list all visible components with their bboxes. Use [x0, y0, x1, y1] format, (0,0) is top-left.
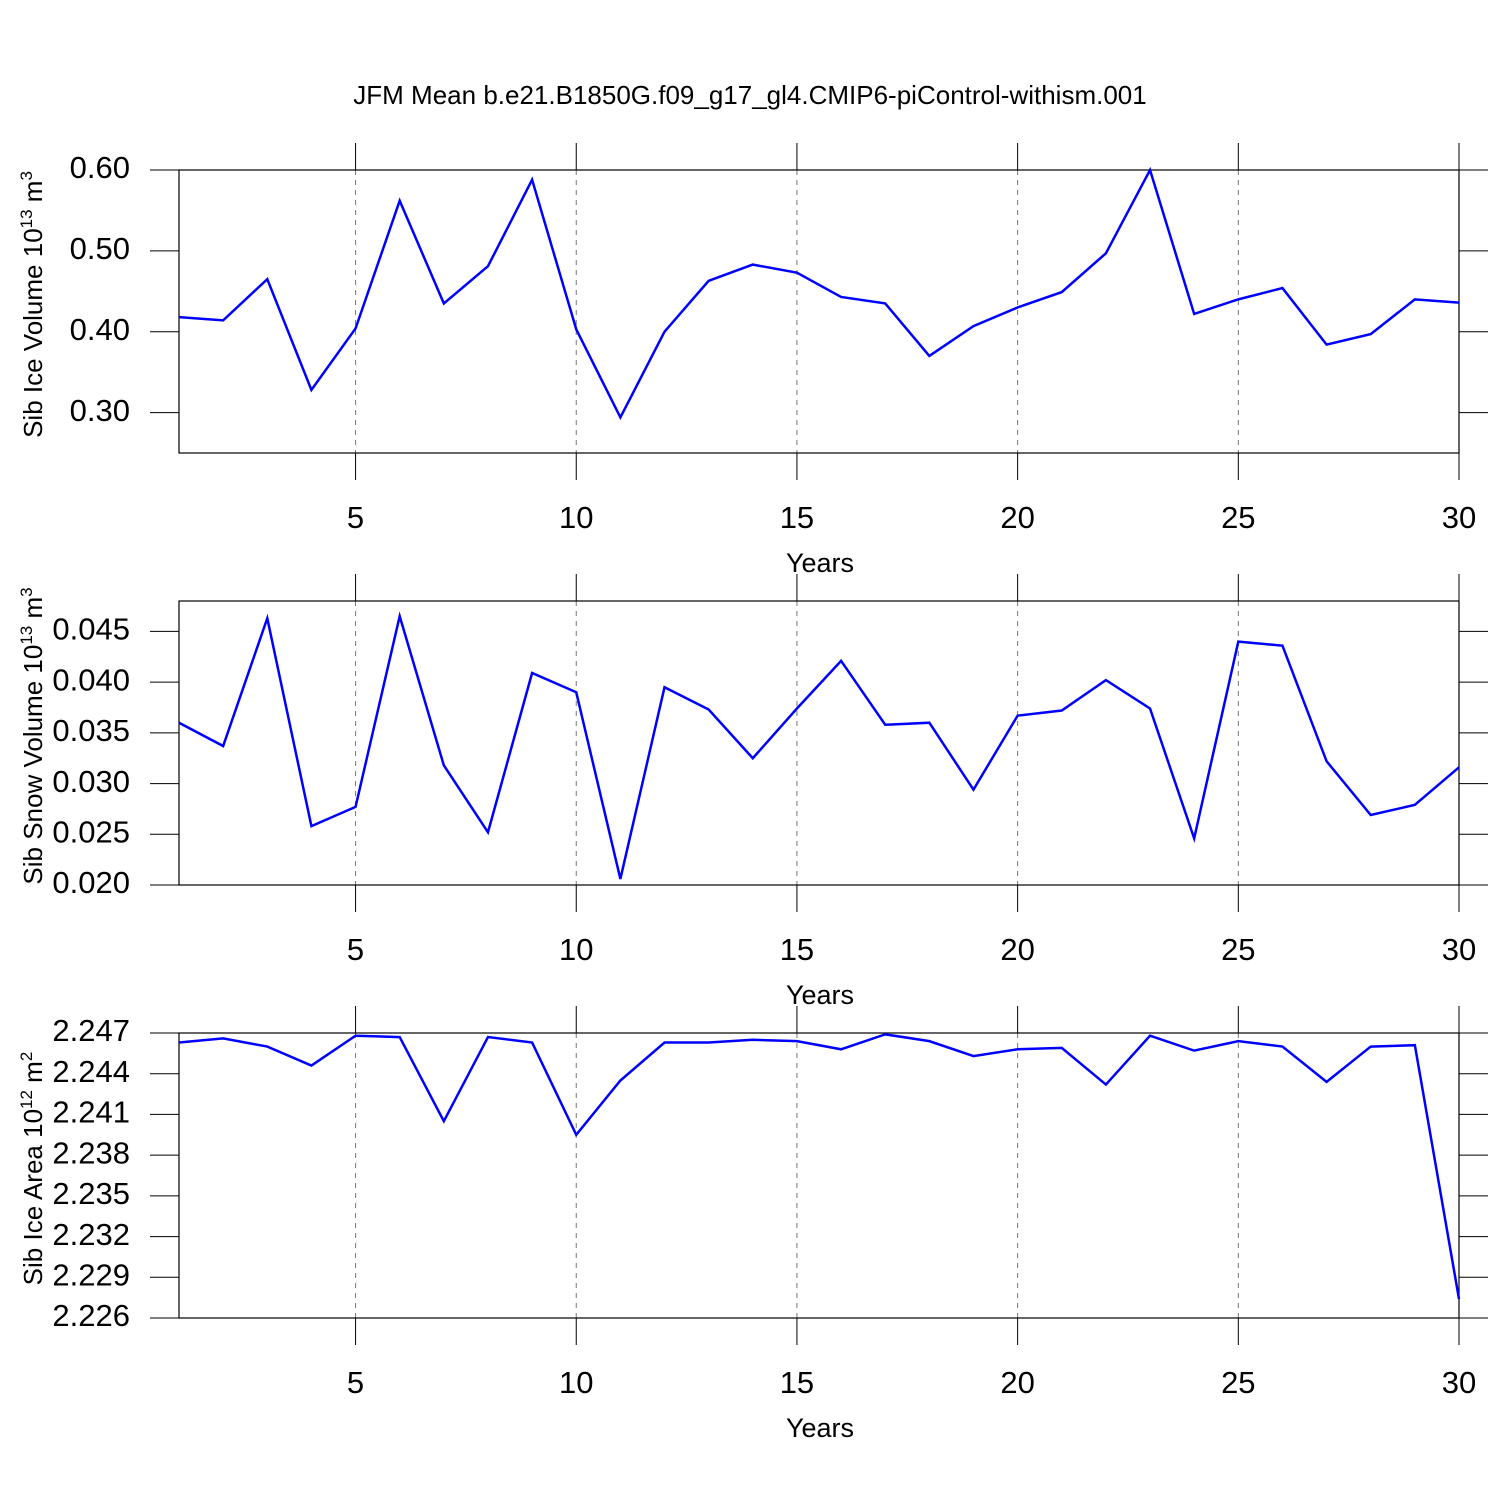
y-tick-label: 0.030 — [52, 764, 130, 799]
y-axis-label-text: m — [18, 597, 48, 626]
x-tick-label: 5 — [347, 932, 364, 967]
y-tick-label: 2.238 — [52, 1135, 130, 1170]
x-tick-label: 15 — [780, 500, 814, 535]
y-tick-label: 0.60 — [70, 150, 130, 185]
y-axis-label-text: Sib Ice Volume 10 — [18, 228, 48, 438]
x-tick-label: 25 — [1221, 1365, 1255, 1400]
x-tick-label: 30 — [1442, 1365, 1476, 1400]
y-axis-label-text: Sib Snow Volume 10 — [18, 645, 48, 885]
data-line — [178, 1033, 1461, 1300]
y-axis-label: Sib Ice Volume 1013 m3 — [17, 171, 48, 438]
y-axis-label-superscript: 13 — [17, 626, 36, 645]
y-axis-label-text: m — [18, 181, 48, 210]
y-axis-label-superscript: 3 — [17, 171, 36, 180]
y-axis-label: Sib Snow Volume 1013 m3 — [17, 587, 48, 884]
x-tick-label: 30 — [1442, 500, 1476, 535]
y-tick-label: 0.40 — [70, 312, 130, 347]
y-axis-label: Sib Ice Area 1012 m2 — [17, 1052, 48, 1286]
y-tick-label: 2.235 — [52, 1176, 130, 1211]
y-tick-label: 0.30 — [70, 393, 130, 428]
y-tick-label: 0.50 — [70, 231, 130, 266]
plot-frame — [178, 1032, 1460, 1319]
y-tick-label: 2.226 — [52, 1298, 130, 1333]
x-axis-label: Years — [786, 548, 854, 578]
x-tick-label: 25 — [1221, 932, 1255, 967]
x-tick-label: 30 — [1442, 932, 1476, 967]
x-tick-label: 25 — [1221, 500, 1255, 535]
data-line — [178, 166, 1460, 421]
x-tick-label: 15 — [780, 1365, 814, 1400]
y-tick-label: 0.040 — [52, 662, 130, 697]
plot-frame — [178, 600, 1460, 886]
x-tick-label: 10 — [559, 932, 593, 967]
y-tick-label: 0.025 — [52, 814, 130, 849]
chart-title: JFM Mean b.e21.B1850G.f09_g17_gl4.CMIP6-… — [353, 80, 1146, 110]
y-tick-label: 2.244 — [52, 1054, 130, 1089]
y-tick-label: 0.045 — [52, 612, 130, 647]
y-axis-label-text: Sib Ice Area 10 — [18, 1109, 48, 1285]
data-line — [178, 611, 1460, 880]
y-tick-label: 2.247 — [52, 1013, 130, 1048]
y-axis-label-superscript: 13 — [17, 209, 36, 228]
y-axis-label-superscript: 2 — [17, 1052, 36, 1061]
y-tick-label: 2.241 — [52, 1095, 130, 1130]
x-tick-label: 15 — [780, 932, 814, 967]
y-axis-label-text: m — [18, 1061, 48, 1090]
x-axis-label: Years — [786, 1413, 854, 1443]
x-tick-label: 20 — [1000, 500, 1034, 535]
plot-frame — [178, 169, 1460, 454]
x-tick-label: 5 — [347, 500, 364, 535]
y-axis-label-superscript: 12 — [17, 1090, 36, 1109]
y-tick-label: 2.232 — [52, 1217, 130, 1252]
y-tick-label: 2.229 — [52, 1257, 130, 1292]
y-axis-label-superscript: 3 — [17, 587, 36, 596]
x-tick-label: 20 — [1000, 932, 1034, 967]
x-tick-label: 5 — [347, 1365, 364, 1400]
y-tick-label: 0.035 — [52, 713, 130, 748]
y-tick-label: 0.020 — [52, 865, 130, 900]
x-axis-label: Years — [786, 980, 854, 1010]
x-tick-label: 10 — [559, 1365, 593, 1400]
x-tick-label: 20 — [1000, 1365, 1034, 1400]
x-tick-label: 10 — [559, 500, 593, 535]
